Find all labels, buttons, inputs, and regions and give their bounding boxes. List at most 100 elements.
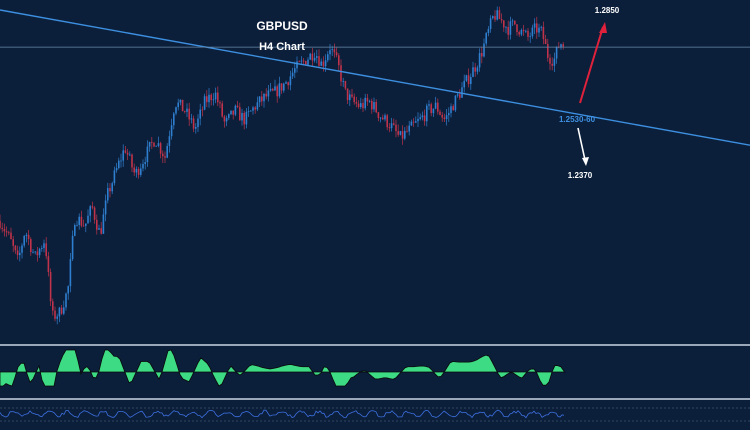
candle-body: [527, 30, 529, 37]
candle-body: [494, 16, 496, 20]
candle-body: [408, 125, 410, 132]
candle-body: [485, 33, 487, 44]
candle-body: [443, 117, 446, 120]
candle-body: [472, 67, 474, 78]
candle-body: [278, 83, 281, 97]
candle-body: [335, 52, 338, 56]
candle-body: [32, 251, 34, 253]
candle-body: [448, 113, 450, 116]
candle-body: [437, 102, 439, 112]
candle-body: [505, 26, 507, 28]
candle-body: [498, 10, 501, 20]
candle-body: [212, 99, 215, 101]
candle-body: [155, 145, 157, 147]
candle-body: [382, 117, 384, 120]
candle-body: [487, 28, 490, 34]
candle-body: [263, 93, 265, 102]
candle-body: [201, 109, 204, 111]
candle-body: [412, 121, 415, 123]
candle-body: [109, 188, 111, 192]
candle-body: [375, 102, 377, 113]
candle-body: [247, 111, 250, 113]
candle-body: [12, 239, 14, 246]
candle-body: [80, 216, 83, 226]
candle-body: [133, 167, 135, 173]
candle-body: [327, 54, 329, 61]
candle-body: [166, 145, 168, 158]
candles-group: [0, 6, 564, 325]
candle-body: [492, 16, 494, 19]
candle-body: [30, 239, 32, 253]
candle-body: [463, 80, 465, 88]
candle-body: [265, 93, 267, 97]
candle-body: [309, 53, 311, 60]
candle-body: [289, 76, 292, 86]
candle-body: [368, 100, 371, 102]
down-arrow: [577, 127, 586, 161]
candle-body: [474, 67, 476, 72]
candle-body: [507, 26, 509, 35]
candle-body: [234, 105, 237, 115]
candle-body: [514, 20, 516, 25]
candle-body: [384, 115, 386, 120]
candle-body: [241, 112, 243, 121]
candle-body: [107, 188, 109, 201]
candle-body: [287, 82, 289, 86]
candle-body: [542, 26, 545, 40]
candle-body: [529, 36, 531, 38]
candle-body: [551, 63, 553, 66]
candle-body: [470, 77, 472, 85]
candle-body: [168, 136, 171, 146]
candle-body: [478, 53, 481, 68]
candle-body: [426, 105, 428, 122]
candle-body: [366, 97, 369, 102]
candle-body: [274, 86, 276, 91]
chart-title: GBPUSD: [256, 19, 308, 33]
candle-body: [357, 103, 360, 108]
candle-body: [236, 105, 239, 108]
candle-body: [346, 88, 349, 101]
candle-body: [404, 130, 406, 139]
candle-body: [562, 44, 564, 47]
candle-body: [430, 104, 432, 114]
candle-body: [395, 124, 397, 132]
candle-body: [87, 215, 89, 224]
candle-body: [232, 110, 234, 115]
candle-body: [69, 259, 72, 287]
candle-body: [329, 50, 331, 55]
candle-body: [322, 61, 325, 67]
candle-body: [144, 162, 146, 164]
candle-body: [351, 94, 353, 97]
candle-body: [399, 131, 402, 135]
candle-body: [503, 20, 505, 28]
candle-body: [489, 18, 492, 29]
candle-body: [283, 83, 285, 91]
descending-trendline: [0, 9, 750, 146]
candle-body: [533, 23, 536, 28]
candle-body: [217, 92, 219, 103]
candle-body: [199, 109, 201, 119]
candle-body: [47, 256, 50, 273]
candle-body: [27, 234, 30, 240]
down-arrowhead: [582, 157, 589, 166]
candle-body: [560, 44, 562, 48]
candle-body: [52, 301, 54, 311]
candle-body: [245, 111, 248, 125]
macd-histogram: [0, 349, 567, 387]
up-arrowhead: [599, 22, 607, 33]
candle-body: [140, 168, 142, 175]
candle-body: [406, 130, 408, 132]
candle-body: [252, 107, 254, 111]
candle-body: [333, 49, 336, 53]
candle-body: [419, 117, 421, 119]
candle-body: [331, 49, 333, 51]
candle-body: [221, 103, 223, 117]
candle-body: [441, 114, 443, 118]
pivot-zone-label: 1.2530-60: [559, 115, 596, 124]
candle-body: [324, 60, 327, 67]
candle-body: [452, 106, 454, 111]
candle-body: [445, 115, 448, 120]
